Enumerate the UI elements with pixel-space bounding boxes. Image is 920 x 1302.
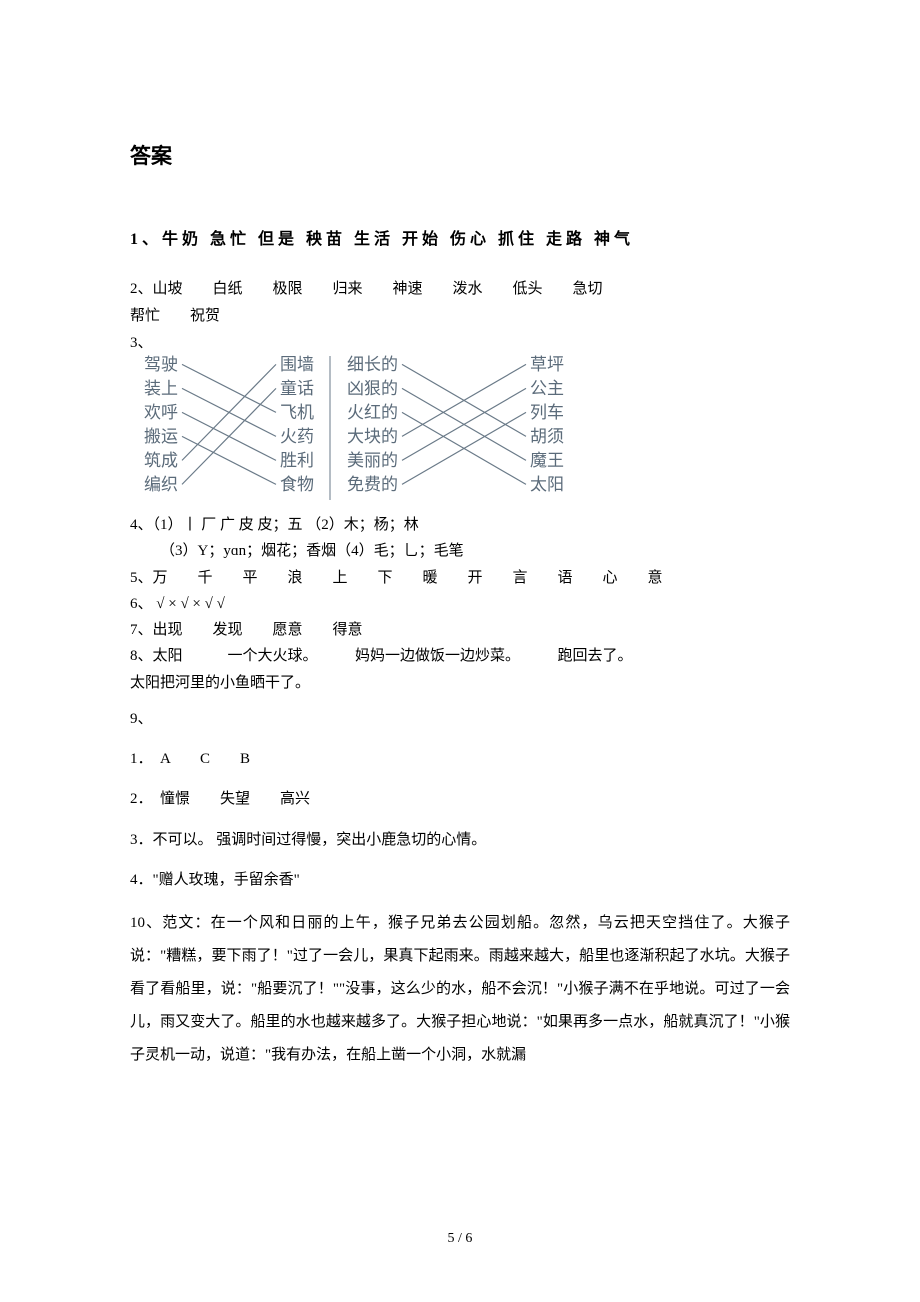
- svg-text:胡须: 胡须: [530, 427, 564, 446]
- page-number: 5 / 6: [0, 1231, 920, 1247]
- matching-diagram: 驾驶装上欢呼搬运筑成编织 围墙童话飞机火药胜利食物 细长的凶狠的火红的大块的美丽的免…: [130, 354, 690, 504]
- svg-text:童话: 童话: [280, 379, 314, 398]
- q4-line1: 4、（1）丨 厂 广 皮 皮；五 （2）木；杨；林: [130, 512, 790, 538]
- q8-line1: 8、太阳 一个大火球。 妈妈一边做饭一边炒菜。 跑回去了。: [130, 643, 790, 669]
- svg-text:魔王: 魔王: [530, 451, 564, 470]
- q5-answer: 5、万 千 平 浪 上 下 暖 开 言 语 心 意: [130, 565, 790, 591]
- svg-text:免费的: 免费的: [347, 475, 398, 494]
- q9-sub4: 4．"赠人玫瑰，手留余香": [130, 867, 790, 893]
- q9-sub1: 1． A C B: [130, 746, 790, 772]
- svg-text:驾驶: 驾驶: [144, 355, 178, 374]
- q9-sub2: 2． 憧憬 失望 高兴: [130, 786, 790, 812]
- q10-passage: 10、范文：在一个风和日丽的上午，猴子兄弟去公园划船。忽然，乌云把天空挡住了。大…: [130, 907, 790, 1072]
- q9-label: 9、: [130, 706, 790, 732]
- svg-text:列车: 列车: [530, 403, 564, 422]
- svg-text:欢呼: 欢呼: [144, 403, 178, 422]
- svg-text:太阳: 太阳: [530, 475, 564, 494]
- svg-text:围墙: 围墙: [280, 355, 314, 374]
- q2-line2: 帮忙 祝贺: [130, 304, 790, 325]
- svg-text:凶狠的: 凶狠的: [347, 379, 398, 398]
- q2-line1: 2、山坡 白纸 极限 归来 神速 泼水 低头 急切: [130, 277, 790, 298]
- svg-text:美丽的: 美丽的: [347, 451, 398, 470]
- svg-text:编织: 编织: [144, 475, 178, 494]
- svg-text:火药: 火药: [280, 427, 314, 446]
- q4-line2: （3）Y；yɑn；烟花；香烟（4）毛；乚；毛笔: [130, 538, 790, 564]
- q7-answer: 7、出现 发现 愿意 得意: [130, 617, 790, 643]
- svg-text:食物: 食物: [280, 475, 314, 494]
- svg-text:大块的: 大块的: [347, 427, 398, 446]
- svg-text:胜利: 胜利: [280, 451, 314, 470]
- svg-text:装上: 装上: [144, 379, 178, 398]
- answers-title: 答案: [130, 140, 790, 170]
- svg-text:搬运: 搬运: [144, 427, 178, 446]
- svg-text:火红的: 火红的: [347, 403, 398, 422]
- svg-text:筑成: 筑成: [144, 451, 178, 470]
- q8-line2: 太阳把河里的小鱼晒干了。: [130, 670, 790, 696]
- q6-answer: 6、 √ × √ × √ √: [130, 591, 790, 617]
- svg-text:飞机: 飞机: [280, 403, 314, 422]
- q1-answer: 1、牛奶 急忙 但是 秧苗 生活 开始 伤心 抓住 走路 神气: [130, 225, 790, 249]
- svg-text:草坪: 草坪: [530, 355, 564, 374]
- svg-text:公主: 公主: [530, 379, 564, 398]
- q9-sub3: 3．不可以。 强调时间过得慢，突出小鹿急切的心情。: [130, 827, 790, 853]
- svg-text:细长的: 细长的: [347, 355, 398, 374]
- q3-label: 3、: [130, 331, 790, 352]
